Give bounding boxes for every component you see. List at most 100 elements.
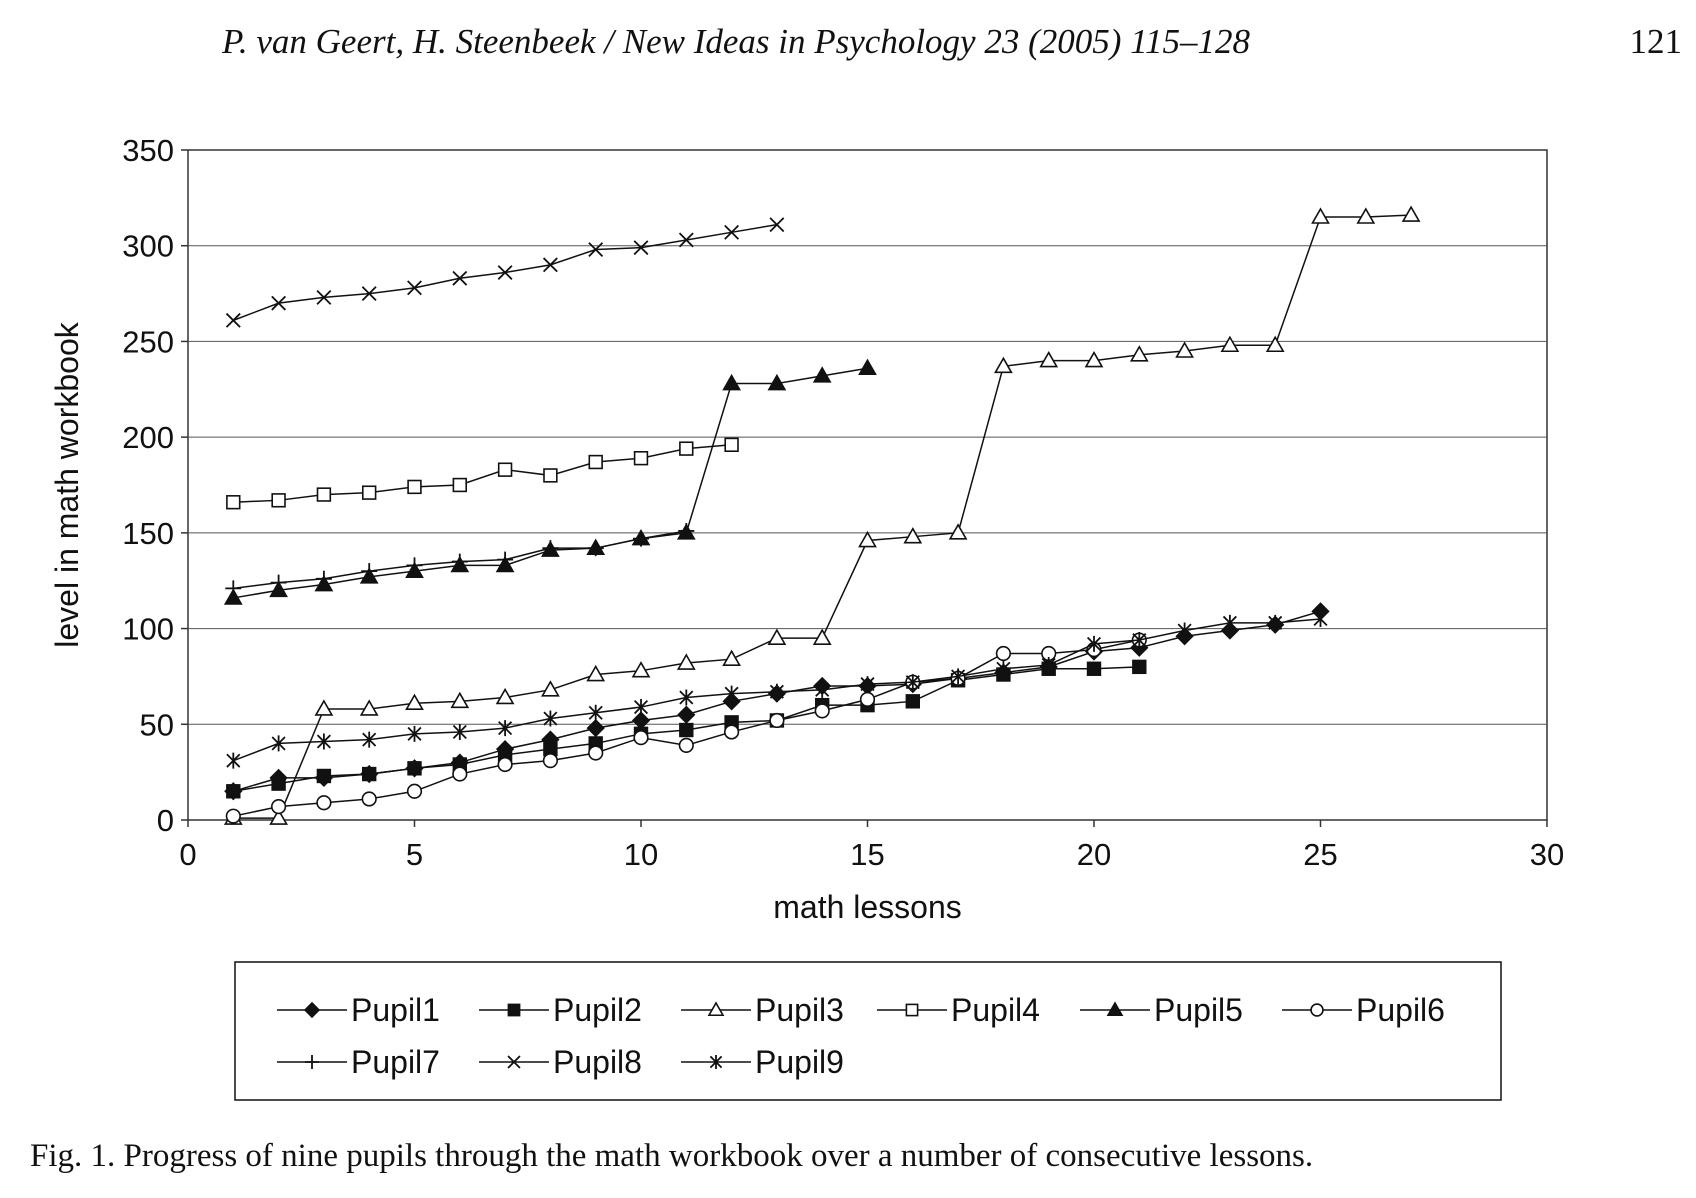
data-point (1311, 207, 1330, 224)
data-point (767, 373, 787, 391)
legend-marker (303, 1001, 321, 1019)
data-point (223, 588, 243, 605)
data-point (497, 265, 513, 280)
x-tick-label: 30 (1530, 837, 1564, 872)
data-point (903, 527, 923, 544)
data-point (679, 441, 694, 456)
x-tick-label: 10 (624, 837, 658, 872)
data-point (450, 691, 470, 709)
legend: Pupil1 Pupil2 Pupil3 Pupil4 Pupil5 Pupil6 Pupi… (234, 961, 1502, 1101)
data-point (678, 737, 694, 753)
data-point (361, 286, 377, 302)
data-point (271, 295, 287, 311)
running-head: P. van Geert, H. Steenbeek / New Ideas i… (222, 22, 1251, 61)
series-line (233, 444, 732, 503)
x-tick-label: 5 (406, 837, 423, 872)
data-point (269, 808, 288, 825)
y-tick-label: 200 (122, 420, 174, 455)
data-point (1175, 341, 1194, 358)
data-point (543, 710, 558, 727)
data-point (722, 373, 741, 391)
data-point (633, 699, 649, 716)
data-point (588, 704, 603, 721)
data-point (1401, 205, 1421, 222)
legend-item: Pupil6 (1282, 992, 1445, 1028)
data-point (407, 725, 422, 742)
data-point (815, 681, 830, 698)
data-point (1177, 622, 1192, 639)
data-point (495, 687, 515, 705)
data-point (541, 680, 560, 697)
series-pupil3 (223, 205, 1421, 825)
y-tick-label: 300 (122, 229, 174, 264)
page-header: P. van Geert, H. Steenbeek / New Ideas i… (0, 18, 1696, 68)
data-point (724, 685, 739, 702)
legend-label: Pupil2 (553, 992, 642, 1028)
data-point (361, 791, 377, 807)
y-tick-label: 250 (122, 324, 174, 359)
data-point (588, 242, 604, 257)
data-point (678, 232, 694, 248)
legend-marker (707, 1001, 725, 1017)
data-point (767, 628, 787, 645)
data-point (316, 487, 332, 502)
data-point (497, 551, 514, 568)
page-number: 121 (1629, 22, 1683, 61)
data-point (1220, 335, 1240, 353)
data-point (1132, 632, 1147, 649)
data-point (678, 522, 695, 539)
data-point (676, 653, 696, 670)
data-point (633, 530, 649, 547)
data-point (1132, 659, 1147, 675)
legend-label: Pupil5 (1154, 992, 1243, 1028)
data-point (586, 718, 605, 738)
legend-item: Pupil2 (479, 992, 642, 1028)
y-axis-title: level in math workbook (49, 321, 85, 647)
y-tick-label: 50 (140, 707, 174, 742)
series-pupil7 (225, 522, 695, 597)
data-point (542, 540, 559, 557)
data-point (679, 722, 694, 738)
data-point (362, 731, 377, 748)
data-point (812, 628, 832, 645)
data-point (724, 437, 739, 452)
data-point (860, 676, 875, 693)
series-line (233, 367, 868, 599)
data-point (1268, 614, 1283, 631)
data-point (769, 217, 785, 233)
data-point (1129, 345, 1149, 362)
data-point (996, 660, 1011, 677)
data-point (407, 761, 422, 776)
data-point (452, 723, 467, 740)
legend-item: Pupil3 (681, 992, 844, 1028)
data-point (407, 280, 422, 296)
legend-marker (905, 1003, 919, 1017)
data-point (994, 356, 1013, 374)
y-tick-label: 350 (122, 133, 174, 168)
y-tick-label: 100 (122, 612, 174, 647)
data-point (316, 795, 332, 811)
series-pupil9 (226, 611, 1328, 769)
legend-item: Pupil9 (681, 1044, 844, 1080)
data-point (271, 798, 287, 815)
data-point (633, 240, 649, 256)
legend-marker (1106, 1001, 1124, 1017)
legend-label: Pupil4 (951, 992, 1040, 1028)
series-line (233, 214, 1412, 819)
data-point (995, 645, 1012, 662)
data-point (452, 270, 468, 286)
legend-item: Pupil5 (1080, 992, 1243, 1028)
data-point (225, 580, 242, 597)
legend-label: Pupil7 (351, 1044, 440, 1080)
figure-caption: Fig. 1. Progress of nine pupils through … (30, 1138, 1314, 1174)
data-point (1041, 656, 1056, 673)
data-point (631, 661, 651, 678)
data-point (361, 563, 378, 580)
data-point (1086, 661, 1102, 676)
data-point (543, 468, 558, 483)
plot-area (187, 149, 1548, 821)
data-point (1086, 635, 1102, 652)
data-point (588, 745, 604, 761)
series-pupil2 (226, 659, 1147, 799)
data-point (359, 699, 379, 716)
